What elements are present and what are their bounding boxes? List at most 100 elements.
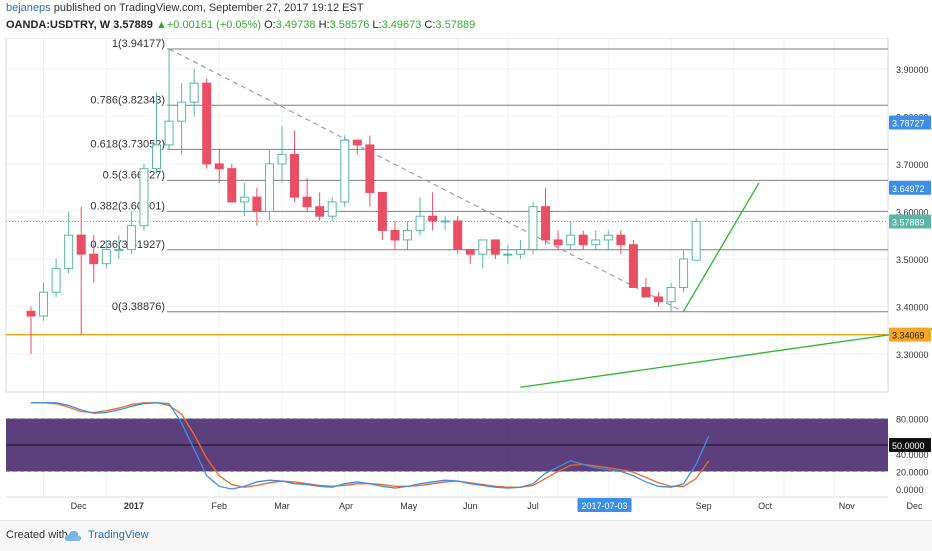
bull-candle xyxy=(126,225,136,250)
high-label: H: xyxy=(318,19,330,31)
bull-candle xyxy=(503,253,513,256)
osc-tick-label: 20.0000 xyxy=(896,467,929,477)
bear-candle xyxy=(214,163,224,170)
bull-candle xyxy=(403,229,412,241)
fib-level-label: 0.618(3.73052) xyxy=(90,138,165,150)
stoch-k-line xyxy=(31,402,710,490)
bull-candle xyxy=(478,239,488,255)
price-tick-label: 3.70000 xyxy=(896,160,929,170)
footer: Created with TradingView xyxy=(0,520,932,551)
candlesticks xyxy=(26,49,701,354)
bull-candle xyxy=(177,101,187,122)
publish-text: published on TradingView.com, September … xyxy=(53,2,364,14)
created-with-text: Created with xyxy=(6,529,68,541)
bear-candle xyxy=(490,239,500,255)
publish-info: bejaneps published on TradingView.com, S… xyxy=(6,2,364,14)
bear-candle xyxy=(290,153,300,198)
price-tick-label: 3.40000 xyxy=(896,302,929,312)
time-tick-label: Mar xyxy=(274,501,290,511)
chart-header: bejaneps published on TradingView.com, S… xyxy=(0,0,932,38)
low-label: L: xyxy=(372,19,382,31)
bear-candle xyxy=(453,220,463,250)
bull-candle xyxy=(666,286,676,303)
symbol-info: OANDA:USDTRY, W 3.57889 ▲+0.00161 (+0.05… xyxy=(6,19,475,31)
bear-candle xyxy=(252,196,262,212)
time-tick-label: Jun xyxy=(463,501,478,511)
close-value: 3.57889 xyxy=(435,19,476,31)
open-value: 3.49738 xyxy=(275,19,316,31)
price-tick-label: 3.30000 xyxy=(896,350,929,360)
close-label: C: xyxy=(424,19,436,31)
price-tick-label: 3.90000 xyxy=(896,65,929,75)
time-tick-label: Apr xyxy=(339,501,353,511)
bear-candle xyxy=(616,234,626,246)
time-tick-label: 2017 xyxy=(124,501,144,511)
bull-candle xyxy=(139,168,149,227)
price-tag xyxy=(889,327,931,342)
time-tick-label: Dec xyxy=(907,501,924,511)
bear-candle xyxy=(428,215,438,222)
bear-candle xyxy=(202,82,212,165)
time-tick-label: Feb xyxy=(211,501,227,511)
price-tag xyxy=(889,214,931,229)
price-tick-label: 3.60000 xyxy=(896,207,929,217)
bear-candle xyxy=(654,296,663,303)
green-trendline xyxy=(683,182,760,312)
bear-candle xyxy=(89,253,99,265)
bull-candle xyxy=(164,120,174,146)
bull-candle xyxy=(415,215,425,231)
bull-candle xyxy=(101,248,111,265)
osc-value-tag xyxy=(889,438,931,452)
time-cursor-label: 2017-07-03 xyxy=(582,501,628,511)
time-tick-label: May xyxy=(400,501,418,511)
high-value: 3.58576 xyxy=(329,19,370,31)
green-trendline xyxy=(520,328,932,388)
tradingview-cloud-icon xyxy=(64,530,82,541)
osc-tick-label: 80.0000 xyxy=(896,415,929,425)
last-price: 3.57889 xyxy=(113,19,153,31)
bear-candle xyxy=(365,144,375,193)
dashed-trendline xyxy=(168,48,684,313)
bear-candle xyxy=(578,234,588,246)
bull-candle xyxy=(440,220,450,223)
price-tick-label: 3.50000 xyxy=(896,255,929,265)
bull-candle xyxy=(64,234,74,269)
osc-value-tag-label: 50.0000 xyxy=(892,441,925,451)
bear-candle xyxy=(541,206,551,241)
fib-level-label: 0.786(3.82343) xyxy=(90,94,165,106)
bull-candle xyxy=(189,82,199,103)
bull-candle xyxy=(152,144,161,170)
price-tag-label: 3.57889 xyxy=(892,217,925,227)
bull-candle xyxy=(591,239,601,246)
bull-candle xyxy=(603,234,613,241)
fib-level-label: 0(3.38876) xyxy=(112,301,165,313)
price-tag-label: 3.78727 xyxy=(892,118,925,128)
bull-candle xyxy=(566,234,576,246)
bear-candle xyxy=(641,286,651,298)
bear-candle xyxy=(26,310,36,317)
bull-candle xyxy=(239,196,249,203)
main-panel-border xyxy=(5,37,889,393)
trendlines xyxy=(6,48,932,388)
bear-candle xyxy=(315,206,325,217)
bull-candle xyxy=(691,220,701,261)
bull-candle xyxy=(679,258,689,288)
price-tag-label: 3.34069 xyxy=(892,331,925,341)
bull-candle xyxy=(277,153,287,165)
chart-area[interactable]: 1(3.94177) 0.786(3.82343) 0.618(3.73052) 0.… xyxy=(0,37,932,520)
bear-candle xyxy=(76,234,86,255)
author-link[interactable]: bejaneps xyxy=(6,2,51,14)
osc-tick-label: 40.0000 xyxy=(896,450,929,460)
price-chart[interactable]: 1(3.94177) 0.786(3.82343) 0.618(3.73052) 0.… xyxy=(0,37,932,520)
fib-level-label: 0.382(3.60001) xyxy=(90,200,165,212)
tradingview-link[interactable]: TradingView xyxy=(88,529,149,541)
time-tick-label: Jul xyxy=(527,501,539,511)
bear-candle xyxy=(352,139,362,146)
fib-level-label: 1(3.94177) xyxy=(112,38,165,50)
time-tick-label: Oct xyxy=(758,501,773,511)
bull-candle xyxy=(528,206,538,250)
symbol-name[interactable]: OANDA:USDTRY, W xyxy=(6,19,111,31)
time-cursor-tag xyxy=(577,498,632,512)
bear-candle xyxy=(377,191,387,231)
bull-candle xyxy=(39,291,49,317)
